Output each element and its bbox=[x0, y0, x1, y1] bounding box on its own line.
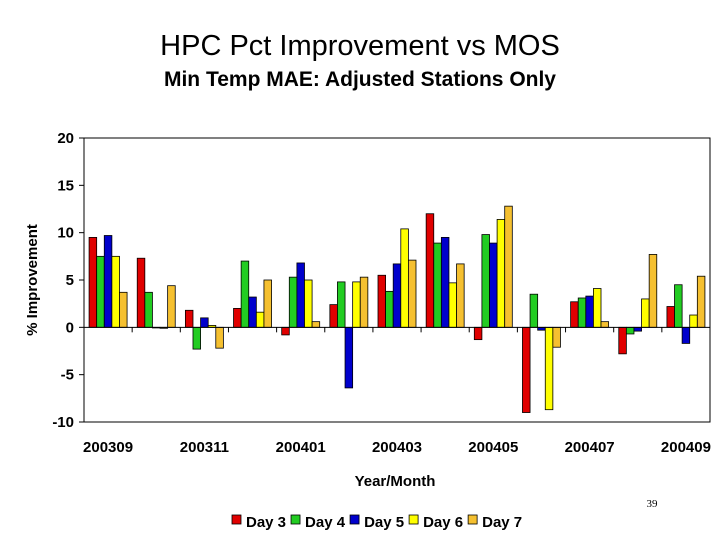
bar-day-7 bbox=[215, 326, 224, 349]
chart-legend: Day 3 Day 4 Day 5 Day 6 Day 7 bbox=[231, 514, 522, 531]
bar-day-6 bbox=[255, 311, 265, 328]
legend-swatch-day-4 bbox=[290, 514, 301, 525]
bar-day-7 bbox=[696, 275, 706, 328]
bar-day-7 bbox=[456, 263, 465, 328]
bar-day-3 bbox=[473, 326, 483, 341]
y-tick-label: -10 bbox=[52, 414, 74, 431]
bar-day-7 bbox=[263, 279, 272, 328]
y-axis-label: % Improvement bbox=[24, 224, 41, 336]
legend-label-day-6: Day 6 bbox=[423, 514, 463, 531]
y-axis-ticks: 20 15 10 5 0 -5 -10 bbox=[52, 130, 84, 431]
bar-day-7 bbox=[119, 291, 128, 328]
y-tick-label: -5 bbox=[61, 367, 74, 384]
bar-day-4 bbox=[288, 276, 298, 328]
bar-day-5 bbox=[103, 235, 113, 328]
bar-day-7 bbox=[407, 259, 417, 328]
y-tick-label: 20 bbox=[57, 130, 74, 147]
x-tick-label: 200405 bbox=[468, 439, 518, 456]
legend-swatch-day-6 bbox=[408, 514, 419, 525]
bar-day-7 bbox=[311, 321, 321, 328]
bar-day-3 bbox=[329, 304, 338, 328]
bar-day-5 bbox=[440, 236, 450, 328]
bar-day-5 bbox=[200, 317, 209, 328]
bar-day-4 bbox=[337, 281, 346, 328]
bar-day-3 bbox=[618, 326, 627, 355]
bar-day-4 bbox=[529, 293, 539, 328]
bar-day-4 bbox=[144, 291, 153, 328]
bar-day-3 bbox=[281, 326, 290, 336]
bar-day-7 bbox=[648, 254, 658, 328]
x-axis-ticks: 200309 200311 200401 200403 200405 200407 2004… bbox=[83, 327, 711, 456]
bar-day-4 bbox=[577, 297, 587, 328]
bar-day-3 bbox=[88, 236, 98, 328]
bar-day-5 bbox=[585, 295, 594, 328]
bar-day-7 bbox=[504, 205, 513, 328]
bar-day-6 bbox=[304, 279, 313, 328]
bar-day-3 bbox=[666, 306, 675, 328]
y-tick-label: 5 bbox=[66, 272, 74, 289]
bar-day-3 bbox=[377, 274, 386, 328]
legend-label-day-7: Day 7 bbox=[482, 514, 522, 531]
bar-day-6 bbox=[400, 228, 409, 328]
bar-day-5 bbox=[392, 263, 402, 328]
x-axis-label: Year/Month bbox=[355, 473, 436, 490]
bar-day-5 bbox=[489, 242, 498, 328]
bar-day-3 bbox=[233, 307, 242, 328]
legend-swatch-day-3 bbox=[231, 514, 242, 525]
bar-day-3 bbox=[136, 257, 146, 328]
bar-day-6 bbox=[544, 326, 554, 411]
x-tick-label: 200403 bbox=[372, 439, 422, 456]
x-tick-label: 200407 bbox=[565, 439, 615, 456]
chart-title: HPC Pct Improvement vs MOS bbox=[160, 30, 560, 62]
bar-day-6 bbox=[448, 282, 457, 328]
bar-day-5 bbox=[344, 326, 354, 389]
bar-day-5 bbox=[296, 262, 305, 328]
x-tick-label: 200309 bbox=[83, 439, 133, 456]
y-tick-label: 15 bbox=[57, 177, 74, 194]
bar-day-3 bbox=[425, 213, 435, 328]
bar-day-5 bbox=[681, 326, 691, 344]
bar-day-7 bbox=[552, 326, 561, 348]
x-tick-label: 200311 bbox=[180, 439, 229, 456]
legend-swatch-day-5 bbox=[349, 514, 360, 525]
bar-day-6 bbox=[111, 255, 120, 328]
legend-label-day-5: Day 5 bbox=[364, 514, 404, 531]
x-tick-label: 200401 bbox=[276, 439, 326, 456]
bar-day-4 bbox=[96, 255, 105, 328]
bar-day-3 bbox=[570, 301, 579, 328]
bar-day-4 bbox=[385, 290, 394, 328]
legend-swatch-day-7 bbox=[467, 514, 478, 525]
legend-label-day-3: Day 3 bbox=[246, 514, 286, 531]
bar-day-7 bbox=[600, 321, 610, 328]
bar-day-5 bbox=[248, 296, 257, 328]
bar-day-4 bbox=[674, 284, 683, 328]
legend-label-day-4: Day 4 bbox=[305, 514, 346, 531]
bar-day-6 bbox=[352, 281, 361, 328]
bar-day-4 bbox=[625, 326, 635, 335]
bar-day-6 bbox=[496, 219, 506, 328]
bar-day-7 bbox=[167, 285, 176, 328]
chart-subtitle: Min Temp MAE: Adjusted Stations Only bbox=[164, 68, 556, 91]
page-number: 39 bbox=[647, 498, 659, 510]
bar-day-3 bbox=[522, 326, 531, 413]
bar-day-6 bbox=[689, 314, 698, 328]
y-tick-label: 10 bbox=[57, 225, 74, 242]
bar-day-4 bbox=[192, 326, 201, 350]
y-tick-label: 0 bbox=[66, 319, 74, 336]
bar-day-6 bbox=[641, 298, 650, 328]
bar-day-3 bbox=[184, 309, 194, 328]
bar-day-4 bbox=[240, 260, 250, 328]
bar-day-4 bbox=[481, 234, 490, 328]
bar-day-7 bbox=[359, 276, 369, 328]
bar-day-4 bbox=[433, 242, 442, 328]
bar-day-6 bbox=[593, 288, 602, 328]
bar-day-5 bbox=[633, 326, 642, 332]
x-tick-label: 200409 bbox=[661, 439, 711, 456]
